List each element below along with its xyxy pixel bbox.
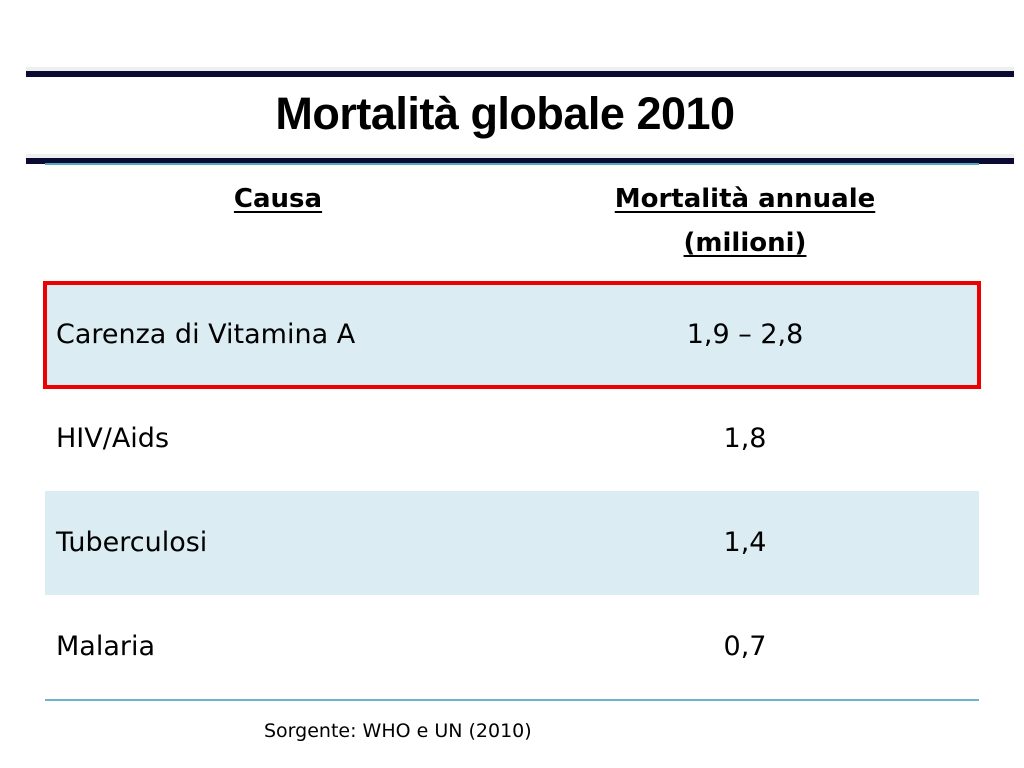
column-header-cause: Causa	[45, 177, 511, 221]
source-note: Sorgente: WHO e UN (2010)	[264, 720, 532, 742]
table-row-hiv-aids: HIV/Aids 1,8	[45, 387, 979, 491]
table-bottom-rule	[45, 699, 979, 701]
title-rule-bottom	[26, 158, 1014, 164]
title-band-bottom	[26, 154, 1014, 159]
title-rule-top	[26, 71, 1014, 77]
column-header-value-line2: (milioni)	[683, 228, 807, 258]
cause-cell: Carenza di Vitamina A	[56, 319, 356, 350]
mortality-table: Carenza di Vitamina A 1,9 – 2,8 HIV/Aids…	[43, 281, 981, 699]
column-header-cause-label: Causa	[233, 184, 323, 214]
value-cell: 0,7	[723, 631, 767, 662]
value-cell: 1,8	[723, 423, 767, 454]
value-cell: 1,4	[723, 527, 767, 558]
cause-cell: HIV/Aids	[56, 423, 170, 454]
title-band-top	[26, 67, 1014, 72]
cause-cell: Tuberculosi	[56, 527, 208, 558]
cause-cell: Malaria	[56, 631, 156, 662]
table-row-tuberculosis: Tuberculosi 1,4	[45, 491, 979, 595]
column-header-value-line1: Mortalità annuale	[614, 184, 876, 214]
value-cell: 1,9 – 2,8	[686, 319, 804, 350]
table-row-vitamin-a: Carenza di Vitamina A 1,9 – 2,8	[43, 281, 981, 389]
table-top-rule	[45, 163, 979, 165]
table-row-malaria: Malaria 0,7	[45, 595, 979, 699]
column-header-annual-mortality: Mortalità annuale (milioni)	[511, 177, 979, 265]
slide-title: Mortalità globale 2010	[275, 88, 735, 139]
